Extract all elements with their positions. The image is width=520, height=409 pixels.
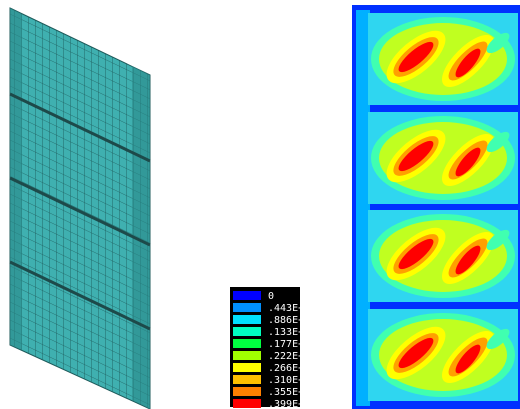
legend-swatch	[233, 399, 261, 408]
legend-swatch	[233, 363, 261, 372]
legend-swatch	[233, 387, 261, 396]
legend-label: .266E+09	[268, 363, 316, 374]
legend-swatch	[233, 303, 261, 312]
legend-swatch	[233, 351, 261, 360]
screen: 0.443E+08.886E+08.133E+09.177E+09.222E+0…	[0, 0, 520, 409]
contour-plot	[352, 5, 520, 409]
legend-label: 0	[268, 291, 274, 302]
legend-label: .443E+08	[268, 303, 316, 314]
legend-label: .222E+09	[268, 351, 316, 362]
legend-swatch	[233, 339, 261, 348]
legend-label: .355E+09	[268, 387, 316, 398]
mesh-model	[10, 8, 150, 409]
legend-swatch	[233, 327, 261, 336]
legend-swatch	[233, 375, 261, 384]
legend-label: .133E+09	[268, 327, 316, 338]
legend-swatch	[233, 291, 261, 300]
legend-label: .177E+09	[268, 339, 316, 350]
legend-swatch	[233, 315, 261, 324]
legend: 0.443E+08.886E+08.133E+09.177E+09.222E+0…	[230, 287, 316, 409]
legend-label: .399E+09	[268, 399, 316, 409]
legend-label: .310E+09	[268, 375, 316, 386]
legend-label: .886E+08	[268, 315, 316, 326]
